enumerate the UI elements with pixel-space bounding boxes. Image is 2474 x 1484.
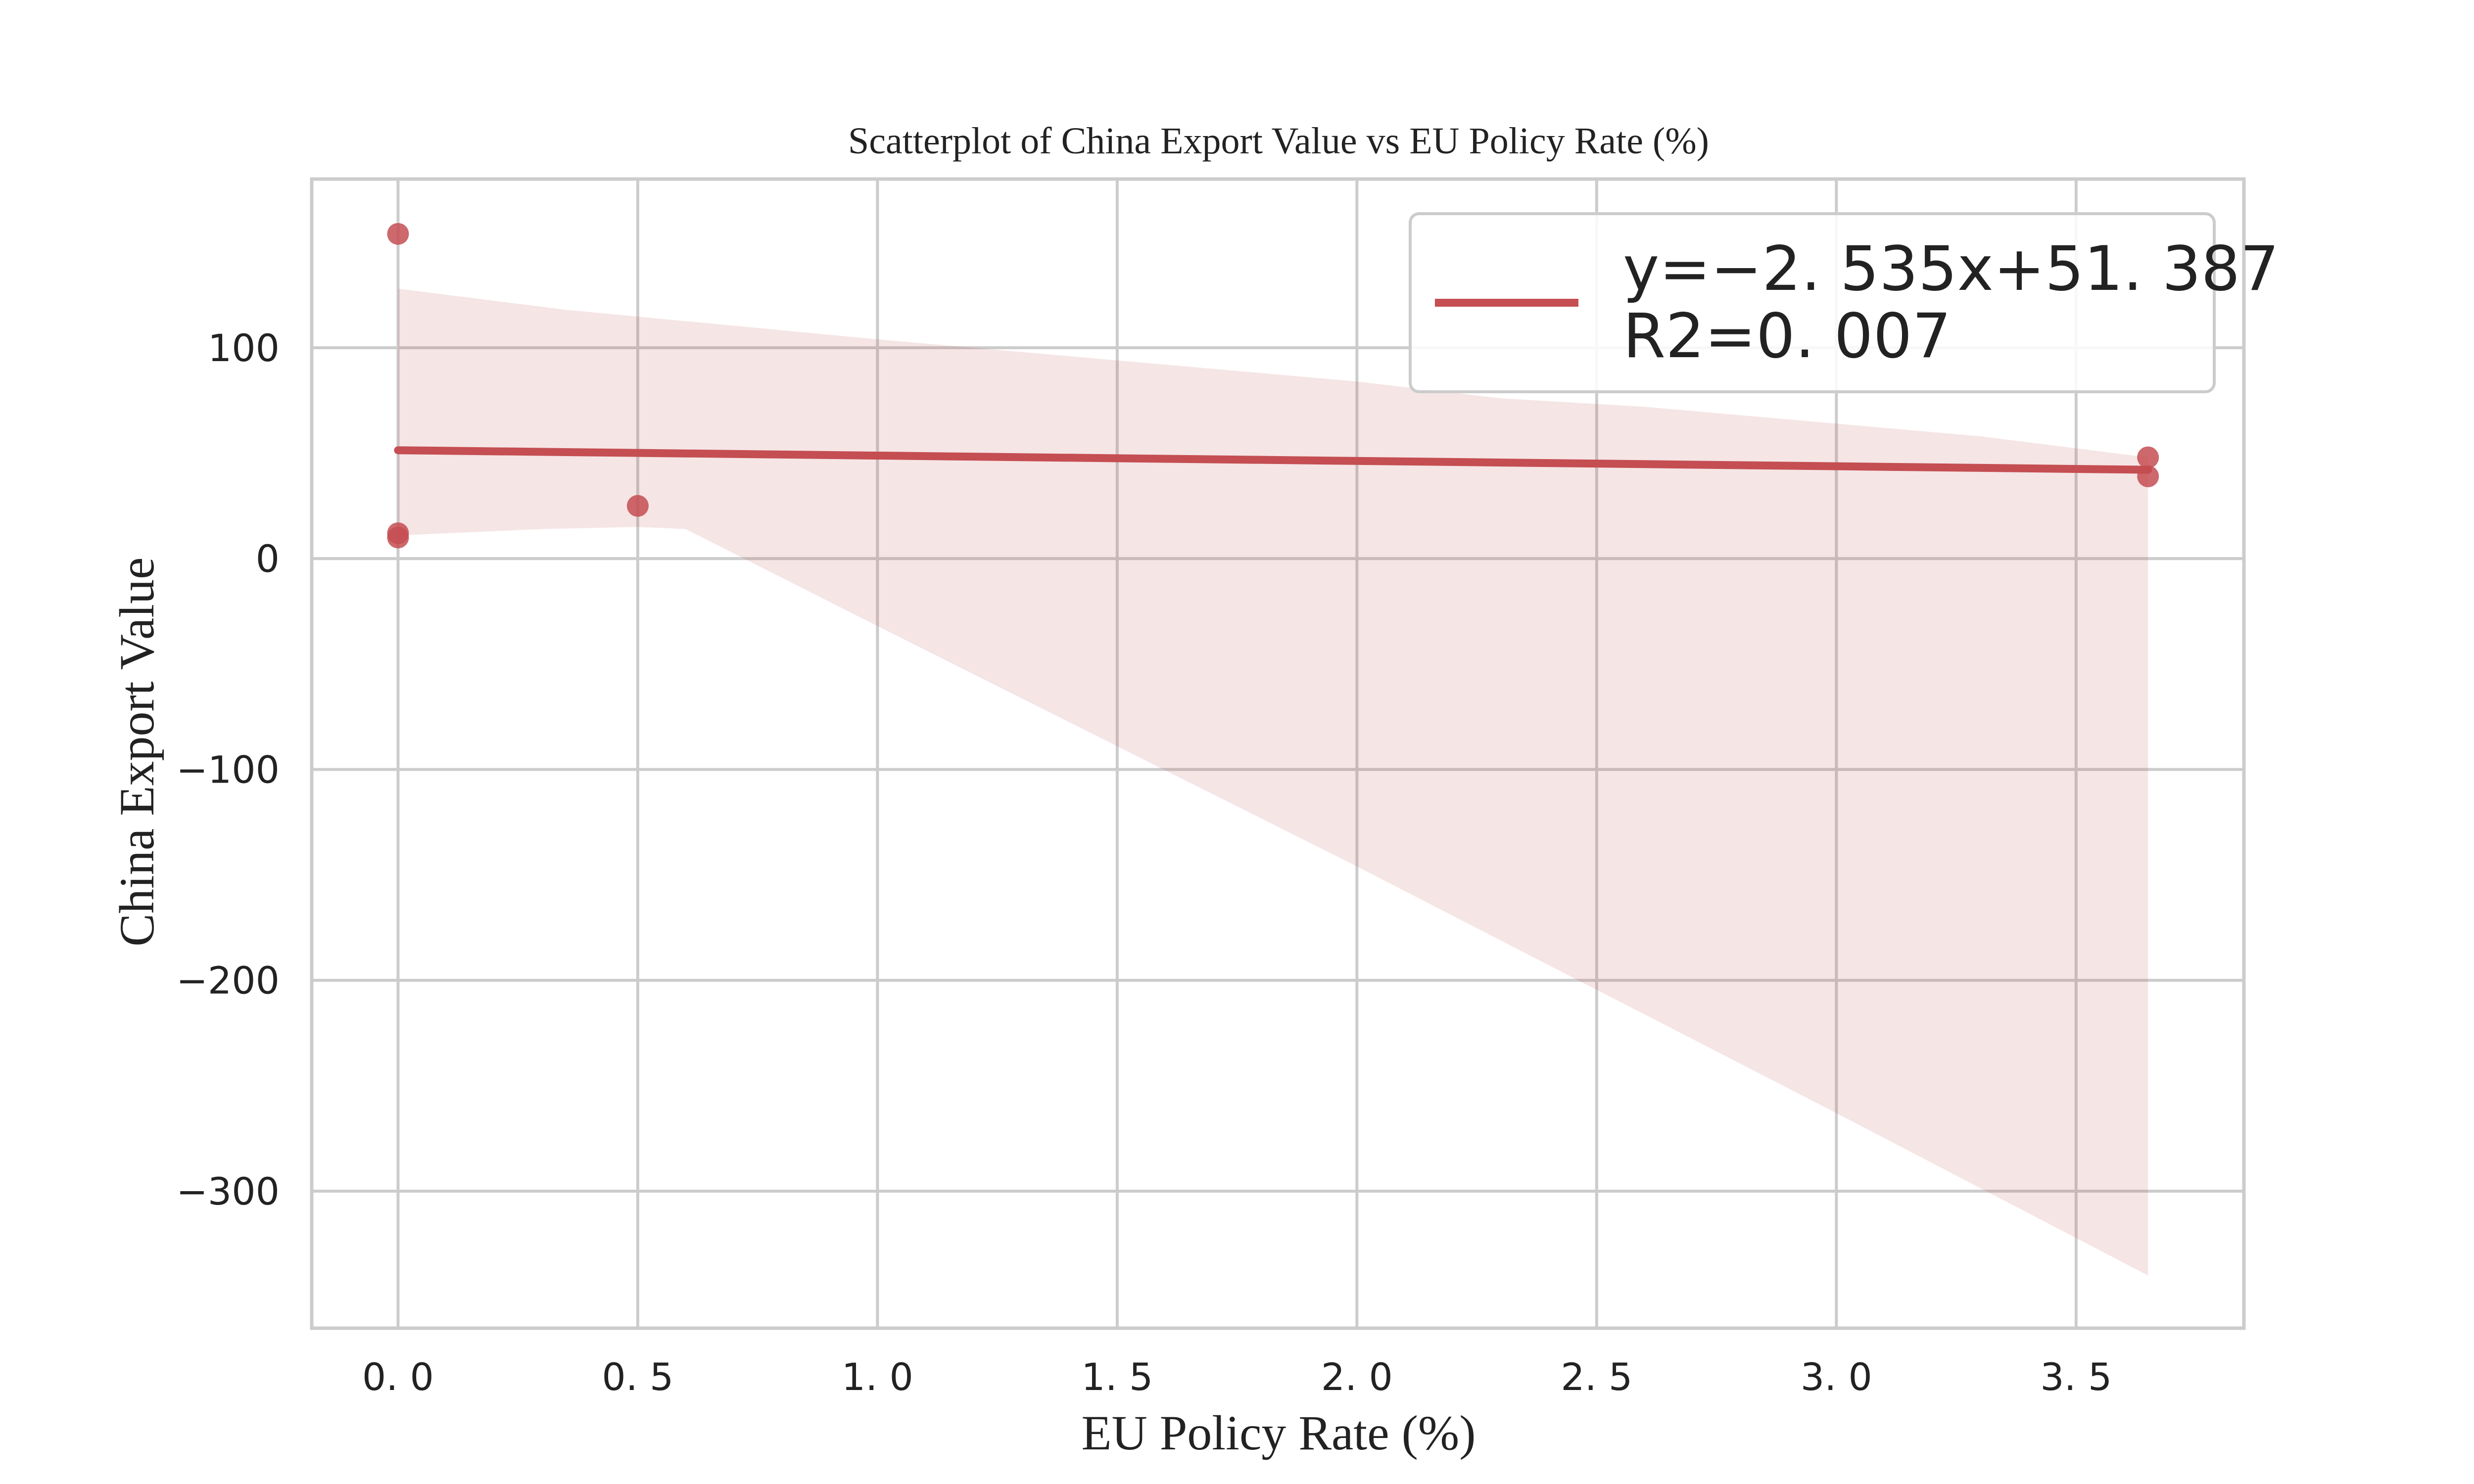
x-tick-label: 0. 5 — [602, 1355, 673, 1399]
plot-frame — [310, 177, 2246, 1330]
x-tick-label: 2. 0 — [1321, 1355, 1393, 1399]
scatter-point — [387, 223, 409, 245]
scatter-point — [2137, 446, 2159, 468]
points-layer — [387, 223, 2159, 549]
x-tick-label: 3. 0 — [1801, 1355, 1872, 1399]
x-tick-label: 1. 5 — [1081, 1355, 1153, 1399]
confidence-band-layer — [398, 288, 2148, 1276]
legend: y=−2. 535x+51. 387 R2=0. 007 — [1409, 212, 2279, 393]
y-tick-label: 100 — [208, 326, 280, 370]
y-tick-label: 0 — [256, 537, 280, 581]
y-tick-label: −300 — [176, 1169, 280, 1213]
x-tick-label: 0. 0 — [362, 1355, 434, 1399]
confidence-band — [398, 288, 2148, 1276]
y-axis-label: China Export Value — [109, 557, 164, 947]
x-tick-label: 2. 5 — [1561, 1355, 1632, 1399]
regression-line — [394, 446, 2152, 474]
x-tick-label: 3. 5 — [2040, 1355, 2112, 1399]
y-tick-label: −200 — [176, 959, 280, 1003]
regression-line-layer — [394, 446, 2152, 474]
legend-entry-r2: R2=0. 007 — [1623, 301, 1951, 372]
y-tick-label: −100 — [176, 747, 280, 791]
scatter-point — [2137, 465, 2159, 487]
legend-entry-equation: y=−2. 535x+51. 387 — [1623, 233, 2279, 305]
x-tick-label: 1. 0 — [842, 1355, 913, 1399]
tick-labels: 0. 0 0. 5 1. 0 1. 5 2. 0 2. 5 3. 0 3. 5 100 0 −100… — [176, 326, 2112, 1399]
scatter-point — [626, 495, 649, 517]
scatter-point — [387, 526, 409, 549]
legend-box — [1409, 212, 2216, 393]
x-axis-label: EU Policy Rate (%) — [1081, 1405, 1475, 1460]
chart-title: Scatterplot of China Export Value vs EU … — [848, 120, 1709, 162]
